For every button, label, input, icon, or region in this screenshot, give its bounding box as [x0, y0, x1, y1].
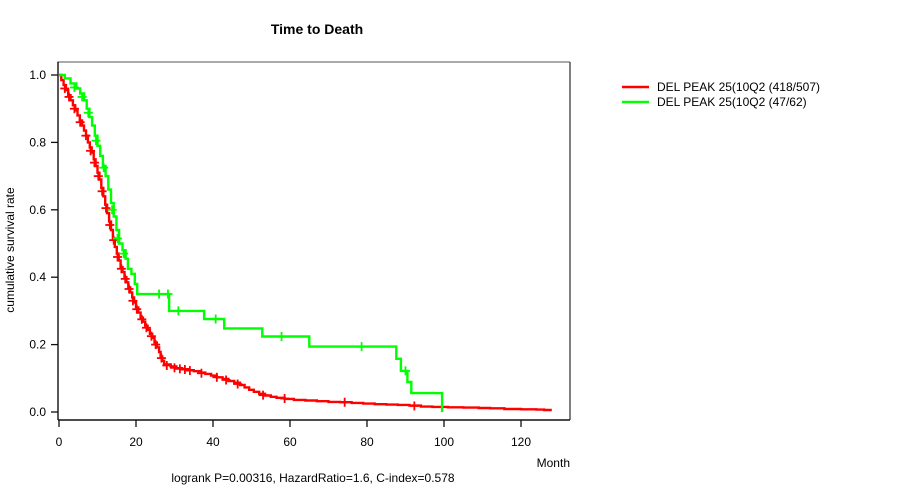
x-tick-label: 40 [206, 435, 220, 449]
x-axis-title: Month [537, 456, 570, 470]
y-tick-label: 0.0 [29, 405, 46, 419]
y-axis-ticks: 0.0 0.2 0.4 0.6 0.8 1.0 [29, 68, 58, 419]
km-curve-red [59, 73, 552, 412]
y-tick-label: 1.0 [29, 68, 46, 82]
y-axis-title: cumulative survival rate [3, 187, 17, 313]
plot-frame [57, 61, 571, 421]
x-tick-label: 20 [129, 435, 143, 449]
y-tick-label: 0.8 [29, 135, 46, 149]
legend-label-green: DEL PEAK 25(10Q2 (47/62) [657, 95, 807, 109]
km-curve-green [59, 73, 444, 412]
x-tick-label: 80 [360, 435, 374, 449]
x-tick-label: 100 [434, 435, 454, 449]
y-tick-label: 0.2 [29, 338, 46, 352]
y-tick-label: 0.4 [29, 270, 46, 284]
x-tick-label: 120 [511, 435, 531, 449]
x-tick-label: 0 [56, 435, 63, 449]
x-axis-ticks: 0 20 40 60 80 100 120 [56, 420, 531, 449]
chart-title: Time to Death [271, 21, 363, 37]
x-tick-label: 60 [283, 435, 297, 449]
stats-annotation: logrank P=0.00316, HazardRatio=1.6, C-in… [171, 471, 455, 485]
legend: DEL PEAK 25(10Q2 (418/507) DEL PEAK 25(1… [622, 80, 820, 109]
y-tick-label: 0.6 [29, 203, 46, 217]
legend-label-red: DEL PEAK 25(10Q2 (418/507) [657, 80, 820, 94]
survival-curves [59, 73, 552, 412]
